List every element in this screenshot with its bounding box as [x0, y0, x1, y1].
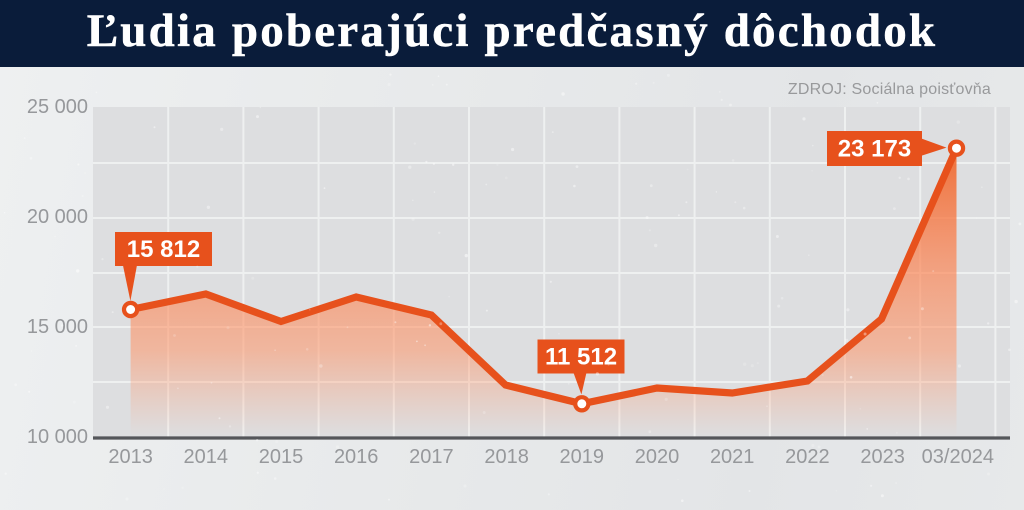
svg-text:2013: 2013 [108, 446, 153, 468]
svg-text:2019: 2019 [560, 446, 605, 468]
svg-text:2021: 2021 [710, 446, 755, 468]
svg-text:25 000: 25 000 [27, 96, 88, 118]
svg-text:2015: 2015 [259, 446, 304, 468]
svg-text:15 000: 15 000 [27, 316, 88, 338]
svg-text:20 000: 20 000 [27, 206, 88, 228]
svg-text:10 000: 10 000 [27, 426, 88, 448]
svg-text:03/2024: 03/2024 [922, 446, 994, 468]
svg-text:2017: 2017 [409, 446, 454, 468]
svg-text:2014: 2014 [184, 446, 229, 468]
svg-text:2022: 2022 [785, 446, 830, 468]
svg-text:2016: 2016 [334, 446, 379, 468]
svg-text:2023: 2023 [860, 446, 905, 468]
svg-text:2018: 2018 [484, 446, 529, 468]
svg-text:11 512: 11 512 [545, 344, 617, 371]
svg-text:2020: 2020 [635, 446, 680, 468]
svg-text:15 812: 15 812 [127, 236, 200, 263]
svg-text:23 173: 23 173 [838, 136, 911, 163]
